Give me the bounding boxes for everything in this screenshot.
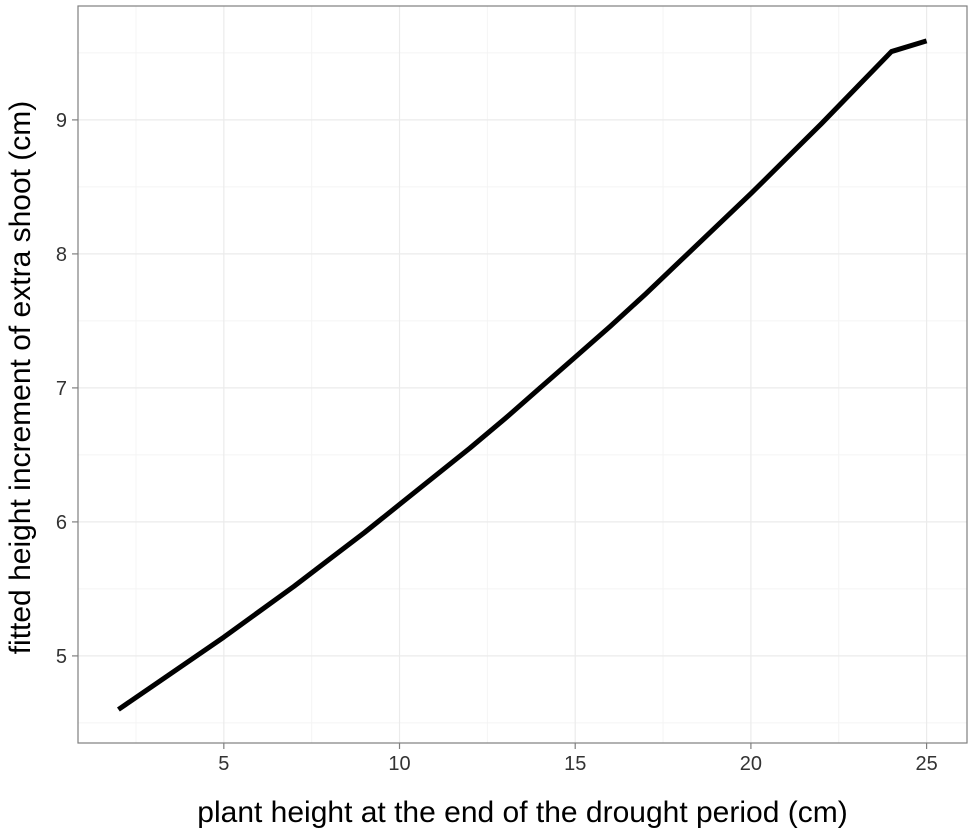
y-axis-title: fitted height increment of extra shoot (… [4,101,37,655]
x-tick-label: 20 [740,753,762,775]
x-axis-title: plant height at the end of the drought p… [197,796,847,829]
x-tick-label: 10 [388,753,410,775]
x-axis-ticks [223,743,928,749]
y-tick-label: 8 [56,244,67,266]
plot-border [77,5,968,744]
x-tick-label: 15 [564,753,586,775]
y-tick-label: 7 [56,378,67,400]
grid-major [78,6,967,743]
series-line [116,38,928,712]
y-tick-label: 5 [56,646,67,668]
y-axis-tick-labels: 5 6 7 8 9 [56,110,67,668]
grid-minor [78,6,967,743]
y-tick-label: 6 [56,512,67,534]
x-tick-label: 25 [915,753,937,775]
y-axis-ticks [72,119,78,657]
x-tick-label: 5 [218,753,229,775]
x-axis-tick-labels: 5 10 15 20 25 [218,753,937,775]
y-tick-label: 9 [56,110,67,132]
